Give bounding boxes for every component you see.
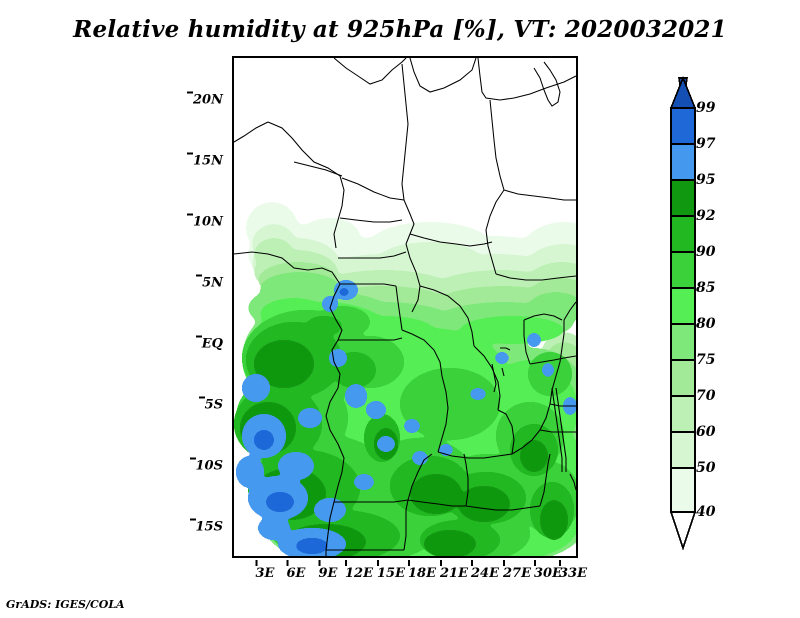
- x-tick-label: 6E: [286, 560, 305, 581]
- attribution-footer: GrADS: IGES/COLA: [6, 598, 125, 611]
- y-tick-label: 5N: [196, 274, 223, 291]
- y-tick-label: 5S: [198, 396, 223, 413]
- y-tick-label: 15S: [189, 518, 223, 535]
- page-title: Relative humidity at 925hPa [%], VT: 202…: [73, 16, 727, 43]
- x-tick-label: 15E: [377, 560, 405, 581]
- colorbar-label: 85: [696, 280, 716, 296]
- x-tick-label: 33E: [559, 560, 587, 581]
- x-tick-label: 21E: [440, 560, 468, 581]
- colorbar-label: 60: [696, 424, 716, 440]
- colorbar: 99 97 95 92 90 85 80 75 70 60 50 40: [668, 75, 788, 551]
- y-tick-label: EQ: [195, 335, 223, 352]
- colorbar-label: 90: [696, 244, 716, 260]
- humidity-field: [234, 58, 576, 556]
- y-tick-label: 20N: [187, 91, 223, 108]
- map-plot-area: 20N 15N 10N 5N EQ 5S 10S 15S 3E 6E 9E 12…: [187, 56, 587, 581]
- x-tick-label: 27E: [503, 560, 531, 581]
- y-tick-label: 15N: [187, 152, 223, 169]
- colorbar-label: 80: [696, 316, 716, 332]
- map-frame: [232, 56, 578, 558]
- colorbar-label: 97: [696, 136, 716, 152]
- x-tick-label: 18E: [408, 560, 436, 581]
- y-tick-label: 10S: [189, 457, 223, 474]
- colorbar-label: 92: [696, 208, 716, 224]
- x-tick-label: 24E: [471, 560, 499, 581]
- colorbar-swatches: [669, 75, 697, 551]
- colorbar-label: 99: [696, 100, 716, 116]
- x-tick-label: 30E: [534, 560, 562, 581]
- x-tick-label: 12E: [345, 560, 373, 581]
- y-tick-label: 10N: [187, 213, 223, 230]
- colorbar-label: 50: [696, 460, 716, 476]
- colorbar-label: 75: [696, 352, 716, 368]
- colorbar-label: 70: [696, 388, 716, 404]
- colorbar-label: 95: [696, 172, 716, 188]
- x-tick-label: 3E: [255, 560, 274, 581]
- x-tick-label: 9E: [318, 560, 337, 581]
- colorbar-label: 40: [696, 504, 716, 520]
